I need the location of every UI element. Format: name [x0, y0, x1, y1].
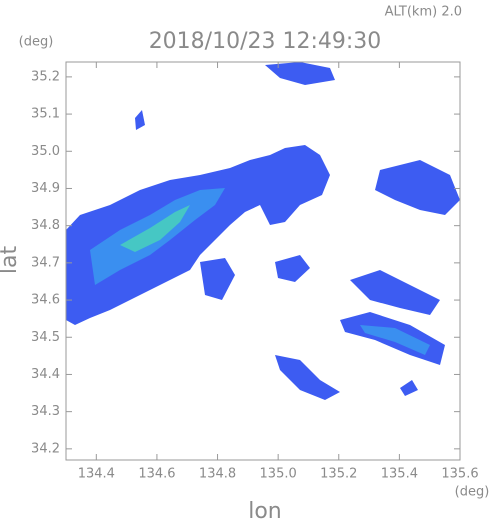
- x-unit: (deg): [455, 485, 490, 500]
- y-tick-label: 34.5: [31, 330, 60, 345]
- radar-echo: [200, 258, 235, 300]
- y-tick-label: 35.0: [31, 144, 60, 159]
- radar-echo: [265, 62, 335, 85]
- x-tick-label: 135.2: [320, 467, 357, 482]
- y-axis-label: lat: [0, 246, 22, 275]
- chart-title: 2018/10/23 12:49:30: [149, 29, 382, 54]
- y-tick-label: 34.7: [31, 255, 60, 270]
- y-tick-label: 34.9: [31, 181, 60, 196]
- y-unit: (deg): [19, 35, 54, 50]
- y-tick-label: 35.2: [31, 69, 60, 84]
- x-tick-label: 135.4: [381, 467, 418, 482]
- radar-echo: [120, 205, 190, 252]
- x-tick-label: 135.6: [441, 467, 478, 482]
- y-tick-label: 34.6: [31, 293, 60, 308]
- x-tick-label: 135.0: [260, 467, 297, 482]
- radar-echo: [66, 145, 330, 325]
- y-tick-label: 34.8: [31, 218, 60, 233]
- radar-echo: [135, 110, 145, 130]
- radar-echo: [350, 270, 440, 315]
- radar-echo: [275, 255, 310, 282]
- x-tick-label: 134.8: [199, 467, 236, 482]
- x-axis-label: lon: [248, 499, 282, 521]
- y-tick-label: 35.1: [31, 107, 60, 122]
- radar-echo: [275, 355, 340, 400]
- y-tick-label: 34.2: [31, 441, 60, 456]
- x-tick-label: 134.4: [78, 467, 115, 482]
- plot-frame: [65, 61, 461, 461]
- radar-echoes: [66, 62, 460, 400]
- radar-echo: [360, 325, 430, 355]
- y-tick-label: 34.4: [31, 367, 60, 382]
- y-tick-label: 34.3: [31, 404, 60, 419]
- x-tick-label: 134.6: [138, 467, 175, 482]
- radar-echo: [375, 160, 460, 215]
- altitude-label: ALT(km) 2.0: [385, 5, 462, 20]
- radar-echo: [400, 380, 418, 396]
